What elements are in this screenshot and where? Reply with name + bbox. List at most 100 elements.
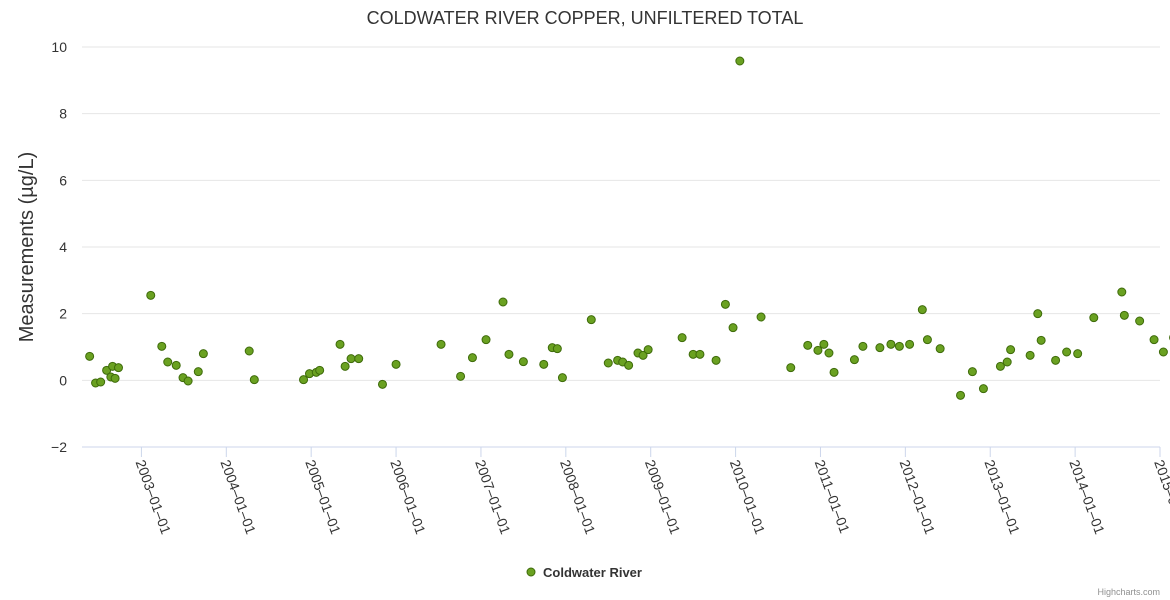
data-point[interactable] [886,339,896,349]
data-point[interactable] [456,371,466,381]
x-axis-ticks [140,447,1161,457]
data-point[interactable] [249,375,259,385]
legend[interactable]: Coldwater River [526,565,642,580]
data-point[interactable] [829,367,839,377]
data-point[interactable] [183,376,193,386]
data-point[interactable] [110,373,120,383]
data-point[interactable] [498,297,508,307]
y-tick-label: 4 [59,239,67,255]
data-point[interactable] [96,377,106,387]
data-point[interactable] [346,354,356,364]
data-point[interactable] [586,315,596,325]
x-tick-label: 2014–01–01 [1066,458,1108,537]
data-point[interactable] [436,339,446,349]
data-point[interactable] [735,56,745,66]
x-tick-label: 2009–01–01 [642,458,684,537]
credits-link[interactable]: Highcharts.com [1097,587,1160,597]
data-point[interactable] [935,344,945,354]
data-point[interactable] [157,341,167,351]
data-point[interactable] [756,312,766,322]
x-tick-label: 2015–01–01 [1151,458,1170,537]
grid-lines [82,46,1160,448]
data-point[interactable] [1002,357,1012,367]
y-tick-label: 6 [59,172,67,188]
data-point[interactable] [1149,335,1159,345]
x-axis-labels: 2003–01–01 2004–01–01 2005–01–01 2006–01–01… [133,458,1170,537]
x-tick-label: 2003–01–01 [133,458,175,537]
y-tick-label: 10 [51,39,67,55]
data-point[interactable] [146,290,156,300]
data-point[interactable] [1119,310,1129,320]
data-point[interactable] [481,335,491,345]
data-point[interactable] [849,355,859,365]
data-point[interactable] [638,350,648,360]
data-point[interactable] [198,349,208,359]
data-point[interactable] [377,379,387,389]
data-point[interactable] [603,358,613,368]
x-tick-label: 2007–01–01 [472,458,514,537]
data-point[interactable] [504,349,514,359]
chart-title: COLDWATER RIVER COPPER, UNFILTERED TOTAL [367,8,804,28]
data-point[interactable] [786,363,796,373]
data-point[interactable] [315,365,325,375]
data-point[interactable] [1051,355,1061,365]
data-point[interactable] [467,353,477,363]
data-point[interactable] [875,343,885,353]
x-tick-label: 2004–01–01 [217,458,259,537]
data-point[interactable] [1033,309,1043,319]
data-point[interactable] [803,340,813,350]
data-point[interactable] [922,335,932,345]
data-point[interactable] [1135,316,1145,326]
data-point[interactable] [677,333,687,343]
data-point[interactable] [299,375,309,385]
data-point[interactable] [711,355,721,365]
data-point[interactable] [340,361,350,371]
data-point[interactable] [1062,347,1072,357]
data-point[interactable] [1073,349,1083,359]
data-point[interactable] [956,390,966,400]
data-point[interactable] [552,344,562,354]
data-point[interactable] [905,339,915,349]
data-point[interactable] [539,359,549,369]
data-point[interactable] [518,357,528,367]
data-point[interactable] [1006,345,1016,355]
y-tick-label: 0 [59,372,67,388]
data-point[interactable] [819,339,829,349]
data-point[interactable] [967,367,977,377]
data-point[interactable] [244,346,254,356]
data-point[interactable] [335,339,345,349]
data-point[interactable] [728,323,738,333]
y-tick-label: 2 [59,306,67,322]
data-point[interactable] [995,361,1005,371]
data-point[interactable] [163,357,173,367]
data-point[interactable] [1158,347,1168,357]
data-point[interactable] [858,341,868,351]
legend-item-label[interactable]: Coldwater River [543,565,642,580]
data-point[interactable] [643,345,653,355]
data-point[interactable] [695,349,705,359]
data-point[interactable] [1117,287,1127,297]
data-point[interactable] [171,360,181,370]
data-point[interactable] [85,351,95,361]
data-point[interactable] [824,348,834,358]
series-coldwater-river [85,56,1170,400]
data-point[interactable] [624,360,634,370]
data-point[interactable] [978,384,988,394]
data-point[interactable] [813,345,823,355]
data-point[interactable] [391,359,401,369]
x-tick-label: 2006–01–01 [387,458,429,537]
data-point[interactable] [557,373,567,383]
data-point[interactable] [354,354,364,364]
x-tick-label: 2008–01–01 [557,458,599,537]
data-point[interactable] [720,299,730,309]
data-point[interactable] [1089,313,1099,323]
data-point[interactable] [1036,335,1046,345]
data-point[interactable] [894,341,904,351]
data-point[interactable] [917,305,927,315]
data-point[interactable] [113,363,123,373]
data-point[interactable] [193,367,203,377]
x-tick-label: 2013–01–01 [981,458,1023,537]
y-axis-title: Measurements (µg/L) [16,152,38,342]
data-point[interactable] [1025,350,1035,360]
